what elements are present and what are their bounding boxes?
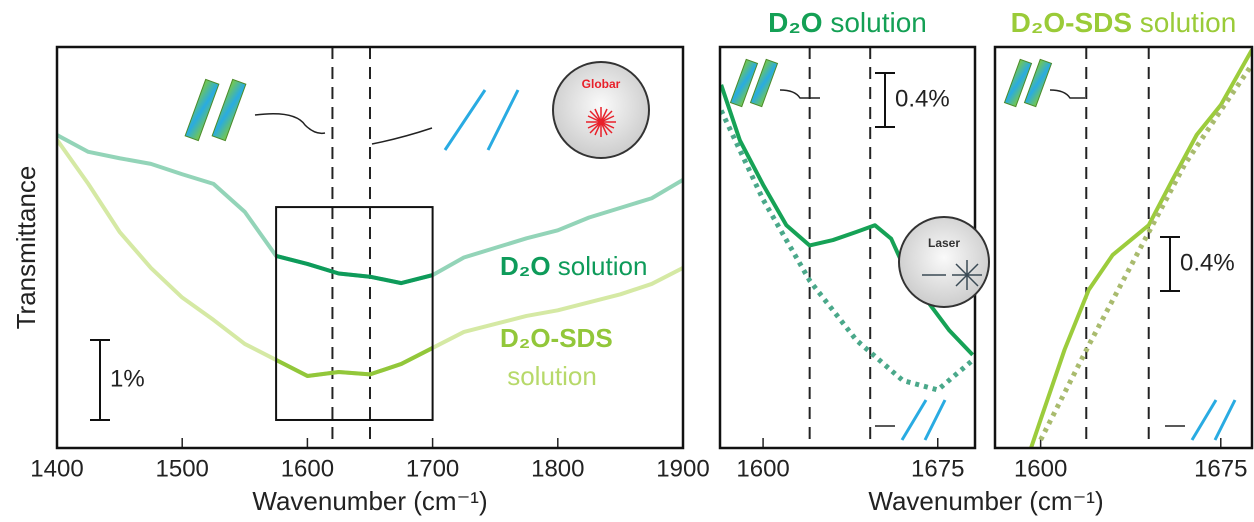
globar-burst	[586, 107, 616, 137]
scale-bar: 0.4%	[875, 72, 950, 129]
scale-bar-label: 1%	[110, 365, 145, 392]
panel-title: D₂O-SDS solution	[1011, 7, 1237, 38]
x-tick-label: 1600	[1014, 455, 1067, 482]
legend-label: D₂O solution	[500, 251, 647, 281]
coil-icons	[443, 89, 1237, 441]
scale-bar: 0.4%	[1160, 236, 1235, 293]
x-axis-label: Wavenumber (cm⁻¹)	[252, 486, 487, 516]
scale-bar-label: 0.4%	[895, 85, 950, 112]
legend-label: D₂O-SDS solution	[500, 323, 613, 391]
x-tick-label: 1700	[406, 455, 459, 482]
x-tick-label: 1500	[156, 455, 209, 482]
y-axis-label: Transmittance	[11, 166, 41, 330]
x-tick-label: 1600	[736, 455, 789, 482]
scale-bar-label: 0.4%	[1180, 249, 1235, 276]
laser-burst	[922, 260, 982, 290]
scale-bar: 1%	[90, 339, 145, 422]
helix-icons	[184, 58, 1053, 142]
x-tick-label: 1800	[531, 455, 584, 482]
highlight-box	[275, 206, 434, 421]
pointer-arrows	[254, 89, 1185, 427]
x-tick-label: 1675	[911, 455, 964, 482]
plot-frame	[55, 45, 685, 450]
plot-frame	[993, 45, 1254, 450]
x-tick-label: 1600	[281, 455, 334, 482]
x-tick-label: 1675	[1194, 455, 1247, 482]
series-highlight	[276, 345, 433, 378]
series-highlight	[276, 252, 433, 286]
x-tick-label: 1900	[656, 455, 709, 482]
laser-icon	[898, 216, 990, 308]
x-axis-label: Wavenumber (cm⁻¹)	[868, 486, 1103, 516]
series-line	[1029, 48, 1252, 448]
laser-label: Laser	[928, 236, 960, 250]
globar-label: Globar	[582, 77, 621, 91]
x-tick-label: 1400	[30, 455, 83, 482]
panel-title: D₂O solution	[768, 7, 927, 38]
